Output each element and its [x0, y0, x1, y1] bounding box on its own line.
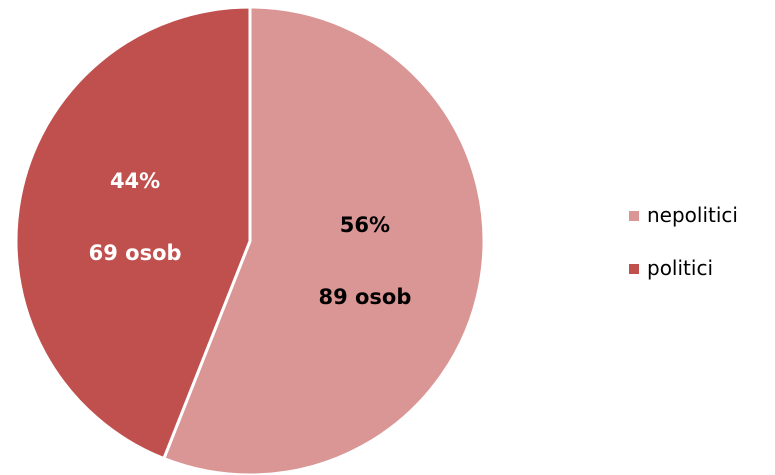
slice-label-count-nepolitici: 89 osob — [318, 285, 411, 309]
legend-swatch-nepolitici — [629, 211, 639, 221]
pie-slices — [14, 5, 486, 475]
pie-slice-politici — [14, 5, 252, 461]
slice-label-percent-politici: 44% — [110, 169, 160, 193]
legend-label-politici: politici — [647, 256, 713, 280]
pie-slice-nepolitici — [162, 5, 486, 475]
slice-label-percent-nepolitici: 56% — [340, 213, 390, 237]
legend-label-nepolitici: nepolitici — [647, 203, 738, 227]
legend: nepolitici politici — [629, 203, 738, 280]
slice-labels: 56% 89 osob 44% 69 osob — [89, 169, 412, 309]
slice-label-count-politici: 69 osob — [89, 241, 182, 265]
legend-swatch-politici — [629, 264, 639, 274]
